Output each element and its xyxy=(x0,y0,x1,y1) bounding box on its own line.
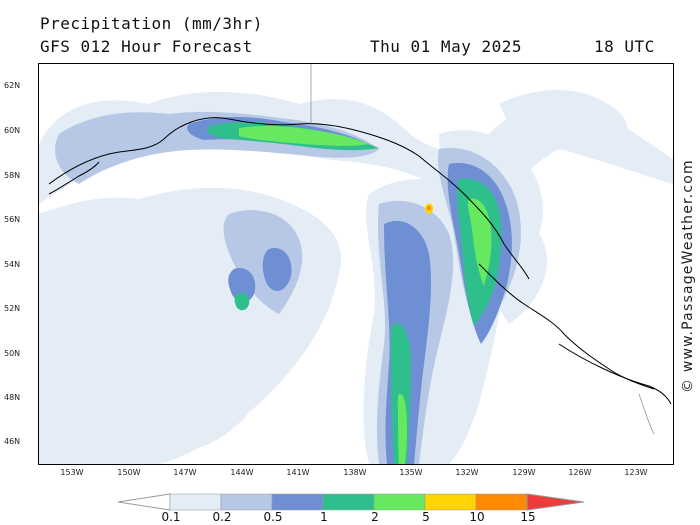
coastline xyxy=(48,117,672,405)
legend-swatch xyxy=(169,493,222,511)
precip-peak-north xyxy=(239,125,369,146)
lat-label: 58N xyxy=(4,171,21,180)
legend-swatch xyxy=(424,493,477,511)
forecast-subtitle: GFS 012 Hour Forecast xyxy=(40,37,253,56)
legend-label: 0.5 xyxy=(263,510,283,524)
lat-label: 50N xyxy=(4,349,21,358)
lon-label: 138W xyxy=(343,468,367,477)
map-canvas xyxy=(39,64,673,464)
precip-area-southwest xyxy=(113,310,266,450)
legend-swatch xyxy=(322,493,375,511)
precip-core-gulf xyxy=(234,292,250,311)
forecast-time: 18 UTC xyxy=(594,37,655,56)
lat-label: 48N xyxy=(4,393,21,402)
forecast-date: Thu 01 May 2025 xyxy=(370,37,522,56)
legend-label: 0.1 xyxy=(161,510,181,524)
legend-swatch xyxy=(220,493,273,511)
lon-label: 123W xyxy=(624,468,648,477)
legend-label: 5 xyxy=(422,510,430,524)
lon-label: 150W xyxy=(117,468,141,477)
map-title: Precipitation (mm/3hr) xyxy=(40,14,263,33)
legend-arrow-low xyxy=(118,493,171,511)
precip-cell-2 xyxy=(228,268,256,303)
copyright-credit: © www.PassageWeather.com xyxy=(680,159,696,393)
precip-peak-coastal xyxy=(467,198,492,286)
lat-label: 54N xyxy=(4,260,21,269)
legend-arrow-high xyxy=(526,493,584,511)
lat-label: 60N xyxy=(4,126,21,135)
precip-peak-south xyxy=(397,393,407,464)
precip-layer-5-10 xyxy=(424,203,434,214)
legend-label: 10 xyxy=(469,510,485,524)
precipitation-legend xyxy=(118,493,584,511)
precip-max-orange xyxy=(427,205,431,211)
coastline-alaska-peninsula xyxy=(48,161,100,195)
precip-area-northeast xyxy=(499,89,628,145)
lon-label: 135W xyxy=(399,468,423,477)
lon-label: 147W xyxy=(173,468,197,477)
lat-label: 46N xyxy=(4,437,21,446)
border-canada-us xyxy=(638,393,655,435)
coastline-alaska xyxy=(48,117,530,280)
lon-label: 132W xyxy=(455,468,479,477)
legend-label: 0.2 xyxy=(212,510,232,524)
coastline-vancouver-island xyxy=(558,343,672,405)
lat-label: 62N xyxy=(4,81,21,90)
lon-label: 144W xyxy=(230,468,254,477)
precipitation-map xyxy=(38,63,674,465)
precip-layer-2 xyxy=(239,125,492,464)
lat-label: 56N xyxy=(4,215,21,224)
legend-swatch xyxy=(373,493,426,511)
lat-label: 52N xyxy=(4,304,21,313)
lon-label: 129W xyxy=(512,468,536,477)
legend-label: 15 xyxy=(520,510,536,524)
borders xyxy=(310,64,655,435)
precip-cell-1 xyxy=(262,248,292,291)
lon-label: 141W xyxy=(286,468,310,477)
lon-label: 153W xyxy=(60,468,84,477)
legend-label: 2 xyxy=(371,510,379,524)
legend-swatch xyxy=(271,493,324,511)
legend-swatch xyxy=(475,493,528,511)
legend-label: 1 xyxy=(320,510,328,524)
lon-label: 126W xyxy=(568,468,592,477)
